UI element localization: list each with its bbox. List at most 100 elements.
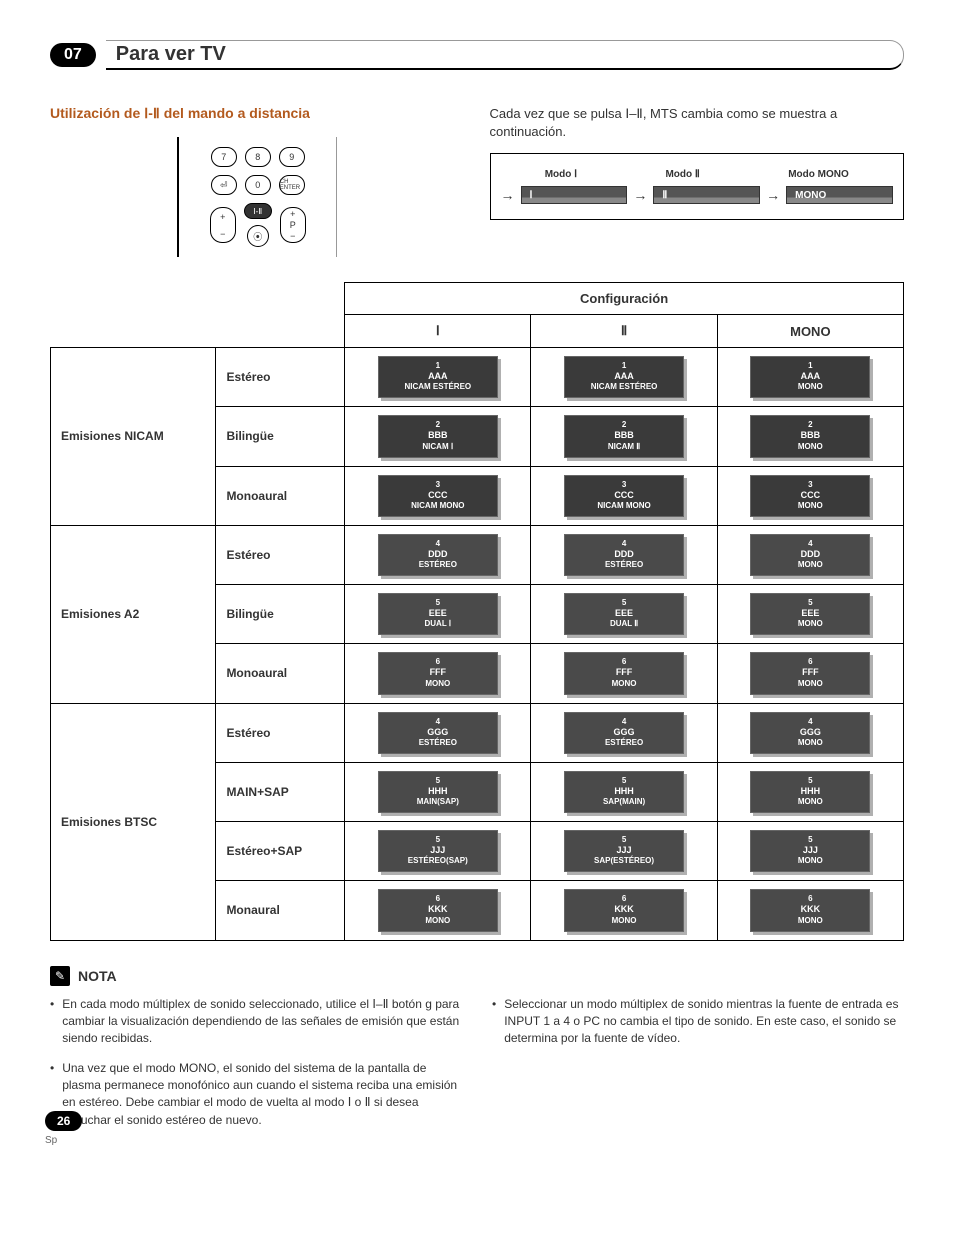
chip-cell: 1AAANICAM ESTÉREO: [531, 348, 717, 407]
group-header: Emisiones A2: [51, 525, 216, 703]
intro-left: Utilización de Ⅰ-Ⅱ del mando a distancia…: [50, 105, 465, 257]
chip-cell: 1AAANICAM ESTÉREO: [345, 348, 531, 407]
chip-num: 6: [751, 894, 869, 904]
remote-minus-2: −: [290, 231, 295, 241]
chip-num: 1: [565, 361, 683, 371]
note-icon: ✎: [50, 966, 70, 986]
chip-cell: 4GGGMONO: [717, 703, 903, 762]
chip-mode: NICAM MONO: [565, 501, 683, 511]
chip-ch: KKK: [565, 904, 683, 915]
chip-ch: JJJ: [751, 845, 869, 856]
mode-diagram: Modo Ⅰ Modo Ⅱ Modo MONO → Ⅰ → Ⅱ → MONO: [490, 153, 905, 220]
th-col1: Ⅰ: [345, 315, 531, 348]
row-label: MAIN+SAP: [216, 762, 345, 821]
chip-mode: MONO: [751, 797, 869, 807]
page-footer: 26 Sp: [45, 1111, 82, 1146]
arrow-icon: →: [633, 187, 647, 203]
chip-cell: 3CCCNICAM MONO: [531, 466, 717, 525]
chip-ch: EEE: [751, 608, 869, 619]
chip-mode: SAP(ESTÉREO): [565, 856, 683, 866]
chip-mode: MONO: [751, 856, 869, 866]
chip-num: 6: [379, 657, 497, 667]
note-text: Seleccionar un modo múltiplex de sonido …: [504, 996, 904, 1048]
row-label: Monoaural: [216, 644, 345, 703]
chip-num: 5: [379, 835, 497, 845]
chip-ch: EEE: [379, 608, 497, 619]
chip-ch: AAA: [751, 371, 869, 382]
chip-mode: NICAM Ⅱ: [565, 442, 683, 452]
chip-cell: 6FFFMONO: [717, 644, 903, 703]
chip-mode: ESTÉREO(SAP): [379, 856, 497, 866]
chip-num: 5: [379, 776, 497, 786]
osd-chip: 4DDDESTÉREO: [564, 534, 684, 576]
row-label: Estéreo: [216, 348, 345, 407]
chip-cell: 2BBBMONO: [717, 407, 903, 466]
notes-right-col: •Seleccionar un modo múltiplex de sonido…: [492, 996, 904, 1142]
chip-mode: MONO: [751, 560, 869, 570]
osd-chip: 2BBBNICAM Ⅰ: [378, 415, 498, 457]
chip-mode: ESTÉREO: [379, 738, 497, 748]
remote-plus-2: +: [290, 209, 295, 219]
arrow-icon: →: [766, 187, 780, 203]
chip-mode: MONO: [751, 382, 869, 392]
row-label: Estéreo: [216, 525, 345, 584]
chip-ch: KKK: [379, 904, 497, 915]
chip-num: 2: [379, 420, 497, 430]
chip-num: 4: [751, 539, 869, 549]
osd-chip: 4GGGESTÉREO: [378, 712, 498, 754]
chip-cell: 4DDDESTÉREO: [531, 525, 717, 584]
group-header: Emisiones NICAM: [51, 348, 216, 526]
chip-mode: MAIN(SAP): [379, 797, 497, 807]
chip-cell: 5JJJESTÉREO(SAP): [345, 822, 531, 881]
note-title: NOTA: [78, 968, 117, 984]
chip-cell: 2BBBNICAM Ⅰ: [345, 407, 531, 466]
chip-cell: 6KKKMONO: [345, 881, 531, 940]
chip-mode: MONO: [751, 619, 869, 629]
osd-chip: 3CCCNICAM MONO: [564, 475, 684, 517]
chip-num: 5: [751, 598, 869, 608]
chip-mode: NICAM ESTÉREO: [379, 382, 497, 392]
chip-ch: BBB: [751, 430, 869, 441]
chip-ch: BBB: [565, 430, 683, 441]
chip-mode: ESTÉREO: [565, 560, 683, 570]
chip-ch: JJJ: [565, 845, 683, 856]
page-lang: Sp: [45, 1135, 82, 1146]
chip-cell: 2BBBNICAM Ⅱ: [531, 407, 717, 466]
intro-right: Cada vez que se pulsa Ⅰ–Ⅱ, MTS cambia co…: [490, 105, 905, 257]
chip-mode: ESTÉREO: [565, 738, 683, 748]
chip-num: 5: [379, 598, 497, 608]
chip-ch: GGG: [751, 727, 869, 738]
chip-mode: SAP(MAIN): [565, 797, 683, 807]
chip-mode: DUAL Ⅰ: [379, 619, 497, 629]
note-item: •Seleccionar un modo múltiplex de sonido…: [492, 996, 904, 1048]
osd-chip: 5HHHMAIN(SAP): [378, 771, 498, 813]
osd-chip: 5EEEMONO: [750, 593, 870, 635]
chip-ch: HHH: [565, 786, 683, 797]
chip-mode: MONO: [751, 442, 869, 452]
osd-chip: 5JJJESTÉREO(SAP): [378, 830, 498, 872]
chip-cell: 5HHHMAIN(SAP): [345, 762, 531, 821]
chip-cell: 5HHHMONO: [717, 762, 903, 821]
remote-mute-icon: ⦿: [247, 225, 269, 247]
chip-cell: 4GGGESTÉREO: [345, 703, 531, 762]
osd-chip: 6FFFMONO: [564, 652, 684, 694]
chip-cell: 6KKKMONO: [531, 881, 717, 940]
table-row: Emisiones BTSCEstéreo4GGGESTÉREO4GGGESTÉ…: [51, 703, 904, 762]
chip-mode: MONO: [751, 679, 869, 689]
chip-num: 3: [565, 480, 683, 490]
chip-num: 6: [565, 657, 683, 667]
row-label: Monoaural: [216, 466, 345, 525]
chip-ch: CCC: [379, 490, 497, 501]
chip-ch: JJJ: [379, 845, 497, 856]
chip-cell: 5HHHSAP(MAIN): [531, 762, 717, 821]
chip-ch: DDD: [379, 549, 497, 560]
chip-ch: AAA: [379, 371, 497, 382]
osd-chip: 5EEEDUAL Ⅱ: [564, 593, 684, 635]
osd-chip: 3CCCNICAM MONO: [378, 475, 498, 517]
row-label: Bilingüe: [216, 407, 345, 466]
chip-ch: HHH: [379, 786, 497, 797]
chip-cell: 5JJJSAP(ESTÉREO): [531, 822, 717, 881]
osd-chip: 2BBBMONO: [750, 415, 870, 457]
chip-ch: DDD: [565, 549, 683, 560]
section-subtitle: Utilización de Ⅰ-Ⅱ del mando a distancia: [50, 105, 465, 122]
